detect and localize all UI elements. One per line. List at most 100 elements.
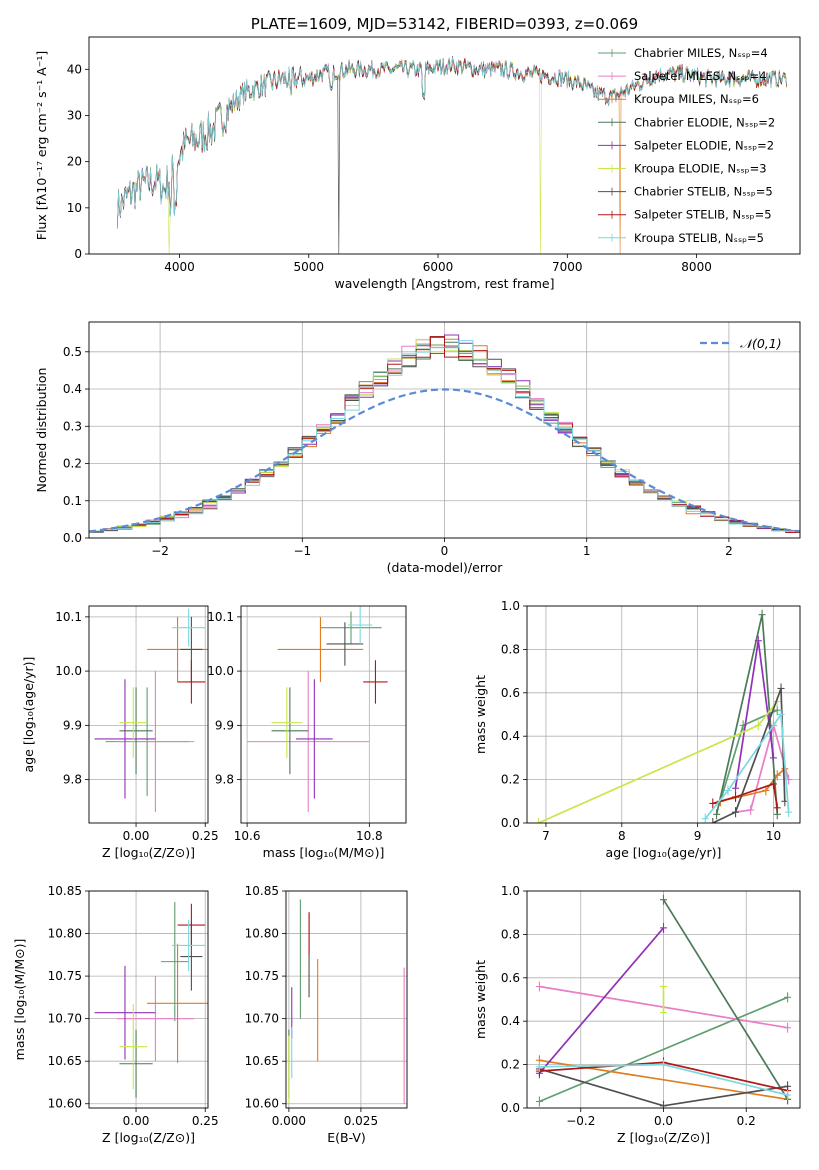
spectrum-series-2 [117, 58, 787, 254]
legend: 𝒩(0,1) [700, 336, 782, 351]
x-tick-label: 5000 [293, 260, 324, 274]
y-tick-label: 10.65 [48, 1054, 82, 1068]
x-axis-label: age [log₁₀(age/yr)] [606, 845, 722, 860]
y-tick-label: 10.65 [245, 1054, 279, 1068]
errorbar-point-4 [94, 965, 156, 1060]
x-axis-label: Z [log₁₀(Z/Z⊙)] [617, 1130, 710, 1145]
y-tick-label: 9.8 [215, 773, 234, 787]
y-tick-label: 10.1 [207, 610, 234, 624]
x-tick-label: 0 [441, 544, 449, 558]
y-tick-label: 9.9 [215, 718, 234, 732]
errorbar-point-2 [277, 616, 364, 682]
weight-line-8 [704, 712, 790, 820]
y-axis-label: mass weight [473, 960, 488, 1039]
x-tick-label: 0.2 [737, 1114, 756, 1128]
legend-entry: Chabrier STELIB, Nₛₛₚ=5 [634, 185, 773, 199]
plot-area [288, 899, 405, 1104]
y-tick-label: 10 [67, 201, 82, 215]
plot-area [89, 334, 800, 534]
x-tick-label: 6000 [423, 260, 454, 274]
x-axis-label: Z [log₁₀(Z/Z⊙)] [102, 1130, 195, 1145]
y-tick-label: 10.85 [245, 884, 279, 898]
axes-frame [285, 890, 408, 1109]
legend-entry: 𝒩(0,1) [740, 336, 782, 351]
axes-frame [88, 890, 209, 1109]
y-tick-label: 20 [67, 155, 82, 169]
y-tick-label: 10.60 [48, 1097, 82, 1111]
weight-line-3 [662, 899, 789, 1100]
y-tick-label: 10.0 [55, 664, 82, 678]
legend-entry: Chabrier ELODIE, Nₛₛₚ=2 [634, 115, 775, 129]
y-tick-label: 0.4 [501, 1014, 520, 1028]
x-tick-label: 9 [694, 829, 702, 843]
axes-frame [88, 605, 209, 824]
errorbar-point-0 [320, 611, 382, 644]
legend-entry: Salpeter ELODIE, Nₛₛₚ=2 [634, 138, 774, 152]
y-tick-label: 9.8 [63, 773, 82, 787]
x-tick-label: 10 [766, 829, 781, 843]
x-axis-label: E(B-V) [327, 1130, 366, 1145]
y-tick-label: 10.70 [48, 1012, 82, 1026]
errorbar-point-8 [347, 606, 373, 644]
errorbar-point-5 [271, 687, 303, 758]
errorbar-point-7 [363, 660, 388, 704]
x-tick-label: 0.0 [654, 1114, 673, 1128]
chart-z-mass: 0.00 0.25 10.60 10.65 10.70 10.75 10.80 10.85 Z … [12, 884, 219, 1145]
x-tick-label: 0.00 [123, 829, 150, 843]
y-tick-label: 0.1 [63, 494, 82, 508]
x-tick-label: 0.00 [123, 1114, 150, 1128]
y-tick-label: 0.2 [501, 773, 520, 787]
y-tick-label: 0.5 [63, 345, 82, 359]
axes-frame [88, 36, 801, 255]
y-axis-label: Normed distribution [34, 368, 49, 493]
x-tick-label: 0.25 [192, 1114, 219, 1128]
legend-entry: Salpeter STELIB, Nₛₛₚ=5 [634, 208, 772, 222]
y-tick-label: 10.80 [48, 927, 82, 941]
y-tick-label: 0.0 [501, 816, 520, 830]
chart-spectrum: 4000 5000 6000 7000 8000 0 10 20 30 40 wavelength … [34, 15, 801, 291]
y-tick-label: 0.0 [63, 531, 82, 545]
legend-entry: Kroupa ELODIE, Nₛₛₚ=3 [634, 162, 767, 176]
legend-entry: Kroupa STELIB, Nₛₛₚ=5 [634, 231, 764, 245]
y-tick-label: 10.75 [245, 969, 279, 983]
plot-area [94, 608, 208, 813]
errorbar-point-6 [326, 622, 364, 666]
x-tick-label: −0.2 [566, 1114, 595, 1128]
legend-entry: Kroupa MILES, Nₛₛₚ=6 [634, 92, 759, 106]
y-axis-label: Flux [fλ10⁻¹⁷ erg cm⁻² s⁻¹ A⁻¹] [34, 51, 49, 240]
axes-frame [240, 605, 407, 824]
errorbar-point-7 [177, 660, 206, 704]
errorbar-point-1 [116, 671, 195, 813]
weight-line-7 [712, 782, 779, 808]
errorbar-point-3 [119, 1029, 153, 1098]
weight-line-1 [735, 722, 790, 813]
y-tick-label: 1.0 [501, 599, 520, 613]
y-tick-label: 0.8 [501, 927, 520, 941]
x-tick-label: 1 [583, 544, 591, 558]
y-tick-label: 0.4 [501, 729, 520, 743]
legend-entry: Salpeter MILES, Nₛₛₚ=4 [634, 69, 767, 83]
x-tick-label: 10.6 [234, 829, 261, 843]
y-tick-label: 10.0 [207, 664, 234, 678]
normal-reference-curve [89, 388, 800, 533]
y-tick-label: 10.80 [245, 927, 279, 941]
chart-z-weight: −0.2 0.0 0.2 0.0 0.2 0.4 0.6 0.8 1.0 Z [log₁₀(Z/Z… [473, 884, 801, 1145]
errorbar-point-8 [172, 608, 206, 647]
errorbar-point-8 [172, 919, 206, 971]
y-tick-label: 10.60 [245, 1097, 279, 1111]
errorbar-point-3 [119, 687, 153, 775]
spectrum-series-6 [117, 57, 787, 254]
plot-area [535, 894, 792, 1108]
legend: Chabrier MILES, Nₛₛₚ=4 Salpeter MILES, Nₛ… [598, 46, 775, 245]
y-tick-label: 10.85 [48, 884, 82, 898]
weight-line-4 [538, 927, 665, 1074]
errorbar-point-1 [116, 976, 195, 1062]
y-tick-label: 10.1 [55, 610, 82, 624]
histogram-series-4 [89, 334, 800, 534]
chart-title: PLATE=1609, MJD=53142, FIBERID=0393, z=0… [251, 15, 638, 33]
x-axis-label: mass [log₁₀(M/M⊙)] [263, 845, 385, 860]
chart-mass-age: 10.6 10.8 9.8 9.9 10.0 10.1 mass [log₁₀(M/M⊙)] [207, 605, 407, 860]
weight-line-5 [538, 700, 778, 823]
x-tick-label: −1 [293, 544, 311, 558]
